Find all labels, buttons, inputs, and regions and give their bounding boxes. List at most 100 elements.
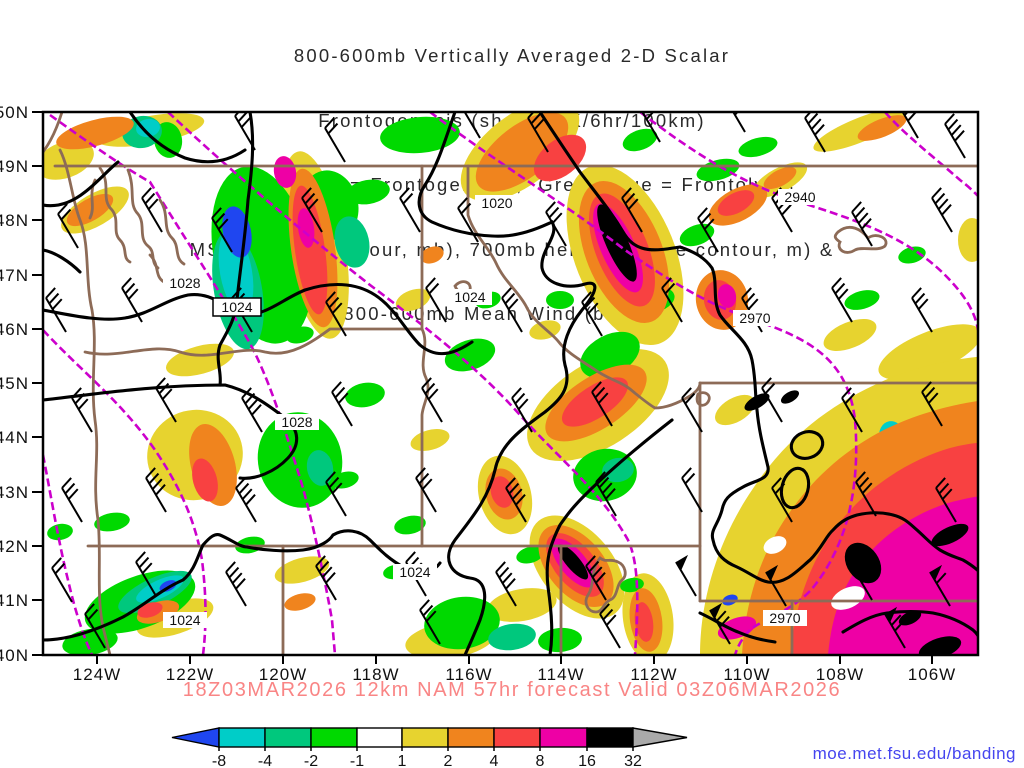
wind-barb-icon xyxy=(641,112,661,143)
shaded-region xyxy=(763,536,787,554)
wind-barb-icon xyxy=(944,113,966,159)
contour-label: 2970 xyxy=(769,610,800,626)
shaded-region xyxy=(557,544,589,580)
wind-barb-icon xyxy=(831,277,853,323)
shaded-region xyxy=(717,284,737,308)
mslp-contour xyxy=(538,112,978,584)
state-border xyxy=(43,112,64,154)
lat-tick-label: 49N xyxy=(0,157,29,176)
mslp-contour xyxy=(43,529,442,642)
shaded-region xyxy=(831,586,865,610)
shaded-region xyxy=(424,596,500,650)
wind-barb-icon xyxy=(851,558,873,601)
shaded-region xyxy=(898,246,926,264)
shaded-region xyxy=(634,602,654,642)
colorbar-segment xyxy=(586,727,634,748)
wind-barb-icon xyxy=(234,112,256,151)
colorbar: -8 -4 -2 -1 1 2 4 8 16 32 xyxy=(171,727,688,768)
wind-barb-icon xyxy=(211,207,233,253)
wind-barb-icon xyxy=(545,201,567,247)
mslp-contour-ring xyxy=(789,430,825,460)
shaded-region xyxy=(958,218,978,262)
wind-barb-icon xyxy=(315,555,337,601)
colorbar-arrow-left xyxy=(171,727,220,748)
shaded-region xyxy=(47,523,73,541)
wind-barb-icon xyxy=(145,467,167,513)
site-link[interactable]: moe.met.fsu.edu/banding xyxy=(812,744,1016,763)
height-contour xyxy=(43,454,94,655)
wind-barb-icon xyxy=(235,477,257,523)
wind-barb-icon xyxy=(331,381,353,427)
colorbar-segment xyxy=(356,727,403,748)
shaded-region xyxy=(717,190,755,216)
lon-tick-label: 120W xyxy=(259,665,307,684)
title-line-1: 800-600mb Vertically Averaged 2-D Scalar xyxy=(293,45,731,66)
mslp-contour xyxy=(417,112,597,655)
wind-barb-icon xyxy=(621,187,643,233)
shaded-region xyxy=(297,208,315,248)
lat-tick-label: 43N xyxy=(0,483,29,502)
wind-barb-icon xyxy=(935,477,957,523)
wind-barb-icon xyxy=(51,557,73,603)
shaded-region xyxy=(780,390,800,404)
wind-barb-icon xyxy=(501,287,523,333)
height-contour xyxy=(167,112,639,655)
shaded-region xyxy=(490,476,514,508)
wind-barb-icon xyxy=(325,291,347,337)
shaded-region xyxy=(273,156,297,188)
wind-barb-icon xyxy=(135,551,157,597)
wind-barb-icon xyxy=(121,277,143,323)
colorbar-tick-label: 1 xyxy=(398,753,407,768)
shaded-region xyxy=(334,216,370,268)
wind-barb-icon xyxy=(463,112,481,139)
lat-tick-label: 46N xyxy=(0,320,29,339)
contour-label: 1020 xyxy=(481,195,512,211)
lon-tick-label: 108W xyxy=(816,665,864,684)
shaded-region xyxy=(622,128,658,152)
wind-barb-icon xyxy=(855,471,877,517)
wind-barb-icon xyxy=(661,277,683,323)
height-contour xyxy=(884,112,978,197)
wind-barb-icon xyxy=(697,207,719,253)
lat-tick-label: 42N xyxy=(0,537,29,556)
contour-label: 1024 xyxy=(399,564,430,580)
colorbar-tick-label: 2 xyxy=(444,753,453,768)
forecast-caption: 18Z03MAR2026 12km NAM 57hr forecast Vali… xyxy=(182,679,842,701)
lon-tick-label: 110W xyxy=(723,665,770,684)
wind-barb-icon xyxy=(884,606,906,649)
shaded-region xyxy=(286,326,314,344)
lon-tick-label: 112W xyxy=(630,665,677,684)
colorbar-tick-label: -8 xyxy=(212,753,226,768)
wind-barb-icon xyxy=(415,467,437,513)
state-border xyxy=(420,327,430,548)
shaded-region xyxy=(475,112,569,192)
colorbar-segment xyxy=(401,727,449,748)
shaded-region xyxy=(763,166,797,190)
wind-barb-icon xyxy=(511,387,533,433)
map-interior xyxy=(43,112,978,655)
wind-barbs xyxy=(45,112,966,649)
mslp-contour xyxy=(545,418,674,655)
shaded-region xyxy=(546,291,574,309)
colorbar-segment xyxy=(447,727,495,748)
mslp-contour xyxy=(43,383,299,480)
wind-barb-icon xyxy=(399,187,421,233)
lon-tick-label: 118W xyxy=(352,665,399,684)
shaded-region xyxy=(137,602,163,618)
wind-barb-icon xyxy=(765,564,787,607)
wind-barb-icon xyxy=(585,555,607,601)
shaded-region xyxy=(715,394,755,426)
shaded-region xyxy=(931,523,969,547)
shaded-region xyxy=(602,457,634,483)
colorbar-segment xyxy=(264,727,312,748)
contour-labels: 1028 1024 1020 1024 1028 1024 1024 2940 2970 2970 xyxy=(163,189,822,628)
lon-tick-label: 114W xyxy=(537,665,584,684)
shaded-region xyxy=(306,450,334,486)
shaded-region xyxy=(394,515,426,535)
shaded-region xyxy=(878,324,978,380)
mslp-contour xyxy=(841,609,978,639)
wind-barb-icon xyxy=(681,467,703,513)
height-contour xyxy=(639,112,978,331)
wind-barb-icon xyxy=(841,387,863,433)
